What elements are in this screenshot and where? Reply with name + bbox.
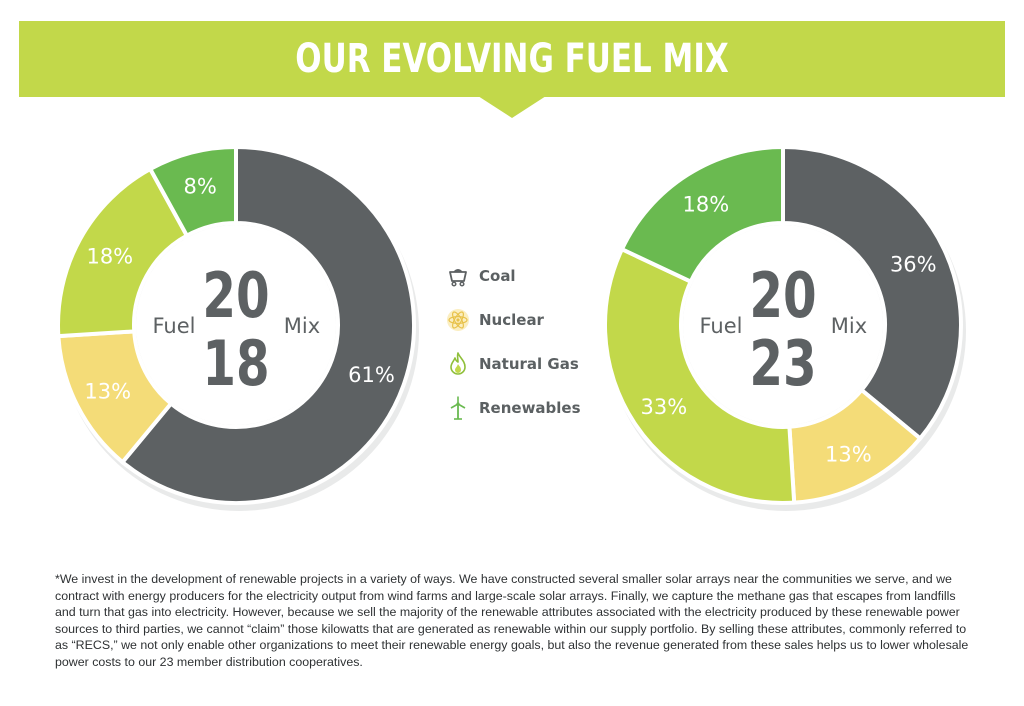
page-title: OUR EVOLVING FUEL MIX [295, 36, 729, 82]
coal-cart-icon [449, 269, 467, 287]
slice-label-coal: 36% [890, 253, 937, 277]
year-bottom: 23 [749, 328, 816, 400]
year-top: 20 [749, 260, 816, 332]
legend-item-renewables: Renewables [445, 396, 605, 420]
title-banner: OUR EVOLVING FUEL MIX [19, 21, 1005, 97]
year-top: 20 [202, 260, 269, 332]
banner-pointer [478, 96, 546, 118]
legend-label-renewables: Renewables [479, 399, 581, 417]
year-bottom: 18 [202, 328, 269, 400]
atom-icon [447, 309, 469, 331]
slice-label-renewables: 8% [184, 175, 217, 199]
slice-label-natural-gas: 18% [86, 245, 133, 269]
fuel-word: Fuel [153, 314, 196, 338]
slice-coal [781, 144, 963, 442]
slice-label-renewables: 18% [682, 192, 729, 216]
slice-renewables [619, 144, 785, 285]
mix-word: Mix [284, 314, 320, 338]
slice-label-natural-gas: 33% [641, 395, 688, 419]
legend-item-nuclear: Nuclear [445, 309, 605, 331]
slice-natural-gas [603, 246, 797, 505]
slice-coal [119, 144, 416, 505]
footnote: *We invest in the development of renewab… [55, 572, 969, 669]
fuel-word: Fuel [700, 314, 743, 338]
mix-word: Mix [831, 314, 867, 338]
legend: Coal Nuclear Natural Gas Renewables [445, 265, 605, 441]
legend-label-coal: Coal [479, 267, 516, 285]
legend-item-natural-gas: Natural Gas [445, 352, 605, 375]
slice-label-coal: 61% [348, 363, 395, 387]
slice-label-nuclear: 13% [84, 379, 131, 403]
flame-icon [450, 352, 466, 375]
donut-hole [683, 225, 883, 425]
slice-natural-gas [56, 166, 190, 339]
legend-label-nuclear: Nuclear [479, 311, 544, 329]
donut-hole [136, 225, 336, 425]
wind-turbine-icon [450, 396, 466, 420]
slice-label-nuclear: 13% [825, 442, 872, 466]
slice-renewables [147, 144, 238, 239]
legend-label-natural-gas: Natural Gas [479, 355, 579, 373]
legend-item-coal: Coal [445, 265, 605, 287]
